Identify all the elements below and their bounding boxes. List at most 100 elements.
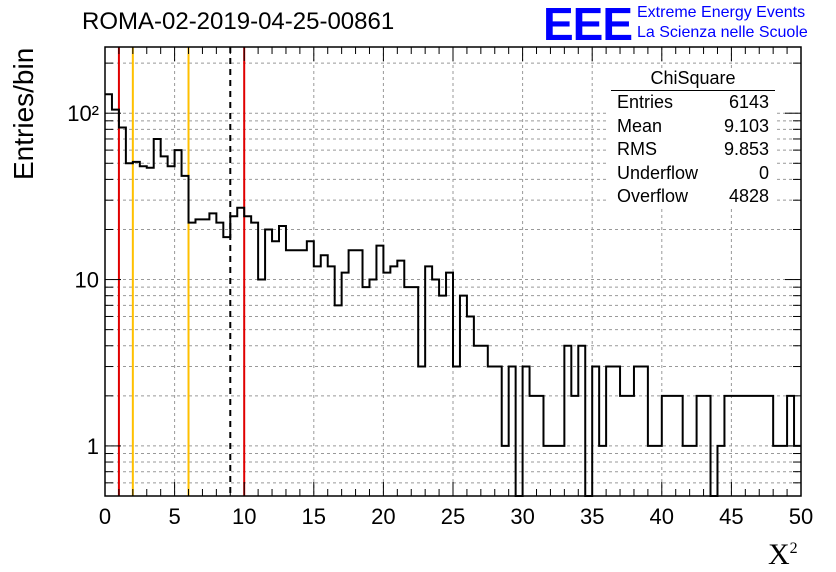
histogram-bin: [293, 250, 300, 496]
histogram-bin: [564, 346, 571, 496]
stats-label: RMS: [617, 139, 657, 159]
histogram-bin: [209, 213, 216, 496]
eee-logo: EEE: [543, 0, 633, 50]
histogram-bin: [474, 346, 481, 496]
histogram-bin: [432, 280, 439, 496]
histogram-bin: [641, 367, 648, 496]
stats-value: 9.103: [723, 115, 769, 136]
x-tick-label: 15: [302, 504, 326, 529]
histogram-bin: [467, 316, 474, 496]
histogram-bin: [460, 296, 467, 496]
histogram-bin: [620, 396, 627, 496]
histogram-bin: [599, 446, 606, 496]
histogram-bin: [140, 166, 147, 496]
histogram-bin: [195, 219, 202, 496]
histogram-bin: [537, 396, 544, 496]
histogram-bin: [383, 273, 390, 496]
stats-label: Overflow: [617, 186, 689, 206]
histogram-bin: [202, 219, 209, 496]
x-tick-label: 45: [719, 504, 743, 529]
histogram-bin: [328, 266, 335, 496]
histogram-bin: [251, 223, 258, 496]
stats-value: 9.853: [723, 139, 769, 159]
x-tick-label: 25: [441, 504, 465, 529]
histogram-bin: [509, 367, 516, 496]
histogram-bin: [126, 163, 133, 496]
histogram-bin: [766, 396, 773, 496]
histogram-bin: [133, 162, 140, 496]
histogram-bin: [690, 446, 697, 496]
histogram-bin: [265, 229, 272, 496]
histogram-bin: [662, 396, 669, 496]
stats-row-overflow: Overflow 4828: [609, 185, 777, 209]
x-tick-label: 0: [99, 504, 111, 529]
logo-subtitle-1: Extreme Energy Events: [637, 4, 806, 21]
histogram-bin: [697, 396, 704, 496]
histogram-bin: [321, 255, 328, 496]
histogram-bin: [189, 223, 196, 496]
histogram-bin: [488, 367, 495, 496]
histogram-bin: [606, 367, 613, 496]
histogram-bin: [237, 208, 244, 496]
histogram-bin: [648, 446, 655, 496]
histogram-bin: [216, 223, 223, 496]
y-tick-label: 10: [75, 268, 99, 293]
histogram-bin: [105, 94, 112, 496]
histogram-bin: [773, 446, 780, 496]
histogram-bin: [724, 396, 731, 496]
histogram-bin: [780, 446, 787, 496]
histogram-bin: [411, 287, 418, 496]
stats-value: 4828: [728, 186, 769, 206]
stats-label: Entries: [617, 92, 674, 112]
histogram-bin: [550, 446, 557, 496]
histogram-bin: [112, 110, 119, 496]
histogram-bin: [627, 396, 634, 496]
x-axis-label: X2: [768, 538, 798, 571]
stats-row-underflow: Underflow 0: [609, 162, 777, 186]
histogram-bin: [502, 446, 509, 496]
histogram-bin: [168, 166, 175, 496]
histogram-bin: [759, 396, 766, 496]
x-tick-label: 40: [650, 504, 674, 529]
histogram-bin: [613, 367, 620, 496]
logo-subtitle-2: La Scienza nelle Scuole: [637, 24, 808, 41]
histogram-bin: [592, 367, 599, 496]
histogram-bin: [258, 280, 265, 496]
histogram-bin: [286, 250, 293, 496]
histogram-bin: [147, 168, 154, 496]
stats-row-entries: Entries 6143: [609, 91, 777, 115]
histogram-bin: [272, 241, 279, 496]
histogram-bin: [557, 446, 564, 496]
histogram-bin: [731, 396, 738, 496]
stats-row-rms: RMS 9.853: [609, 138, 777, 162]
histogram-bin: [376, 246, 383, 496]
histogram-bin: [704, 396, 711, 496]
stats-label: Underflow: [617, 162, 699, 183]
histogram-bin: [717, 446, 724, 496]
x-tick-label: 35: [580, 504, 604, 529]
histogram-bin: [223, 237, 230, 496]
histogram-bin: [404, 287, 411, 496]
histogram-bin: [745, 396, 752, 496]
histogram-bin: [446, 273, 453, 496]
stats-label: Mean: [617, 115, 663, 136]
stats-title: ChiSquare: [611, 68, 775, 91]
histogram-bin: [307, 241, 314, 496]
y-tick-label: 10²: [67, 101, 99, 126]
histogram-bin: [683, 446, 690, 496]
stats-box: ChiSquare Entries 6143 Mean 9.103 RMS 9.…: [609, 68, 777, 209]
histogram-bin: [356, 250, 363, 496]
histogram-bin: [676, 396, 683, 496]
x-tick-label: 30: [510, 504, 534, 529]
histogram-bin: [669, 396, 676, 496]
histogram-bin: [182, 176, 189, 496]
histogram-bin: [571, 396, 578, 496]
histogram-bin: [738, 396, 745, 496]
histogram-bin: [439, 296, 446, 496]
histogram-bin: [495, 367, 502, 496]
histogram-bin: [453, 367, 460, 496]
stats-value: 6143: [728, 92, 769, 112]
histogram-bin: [481, 346, 488, 496]
histogram-bin: [655, 446, 662, 496]
